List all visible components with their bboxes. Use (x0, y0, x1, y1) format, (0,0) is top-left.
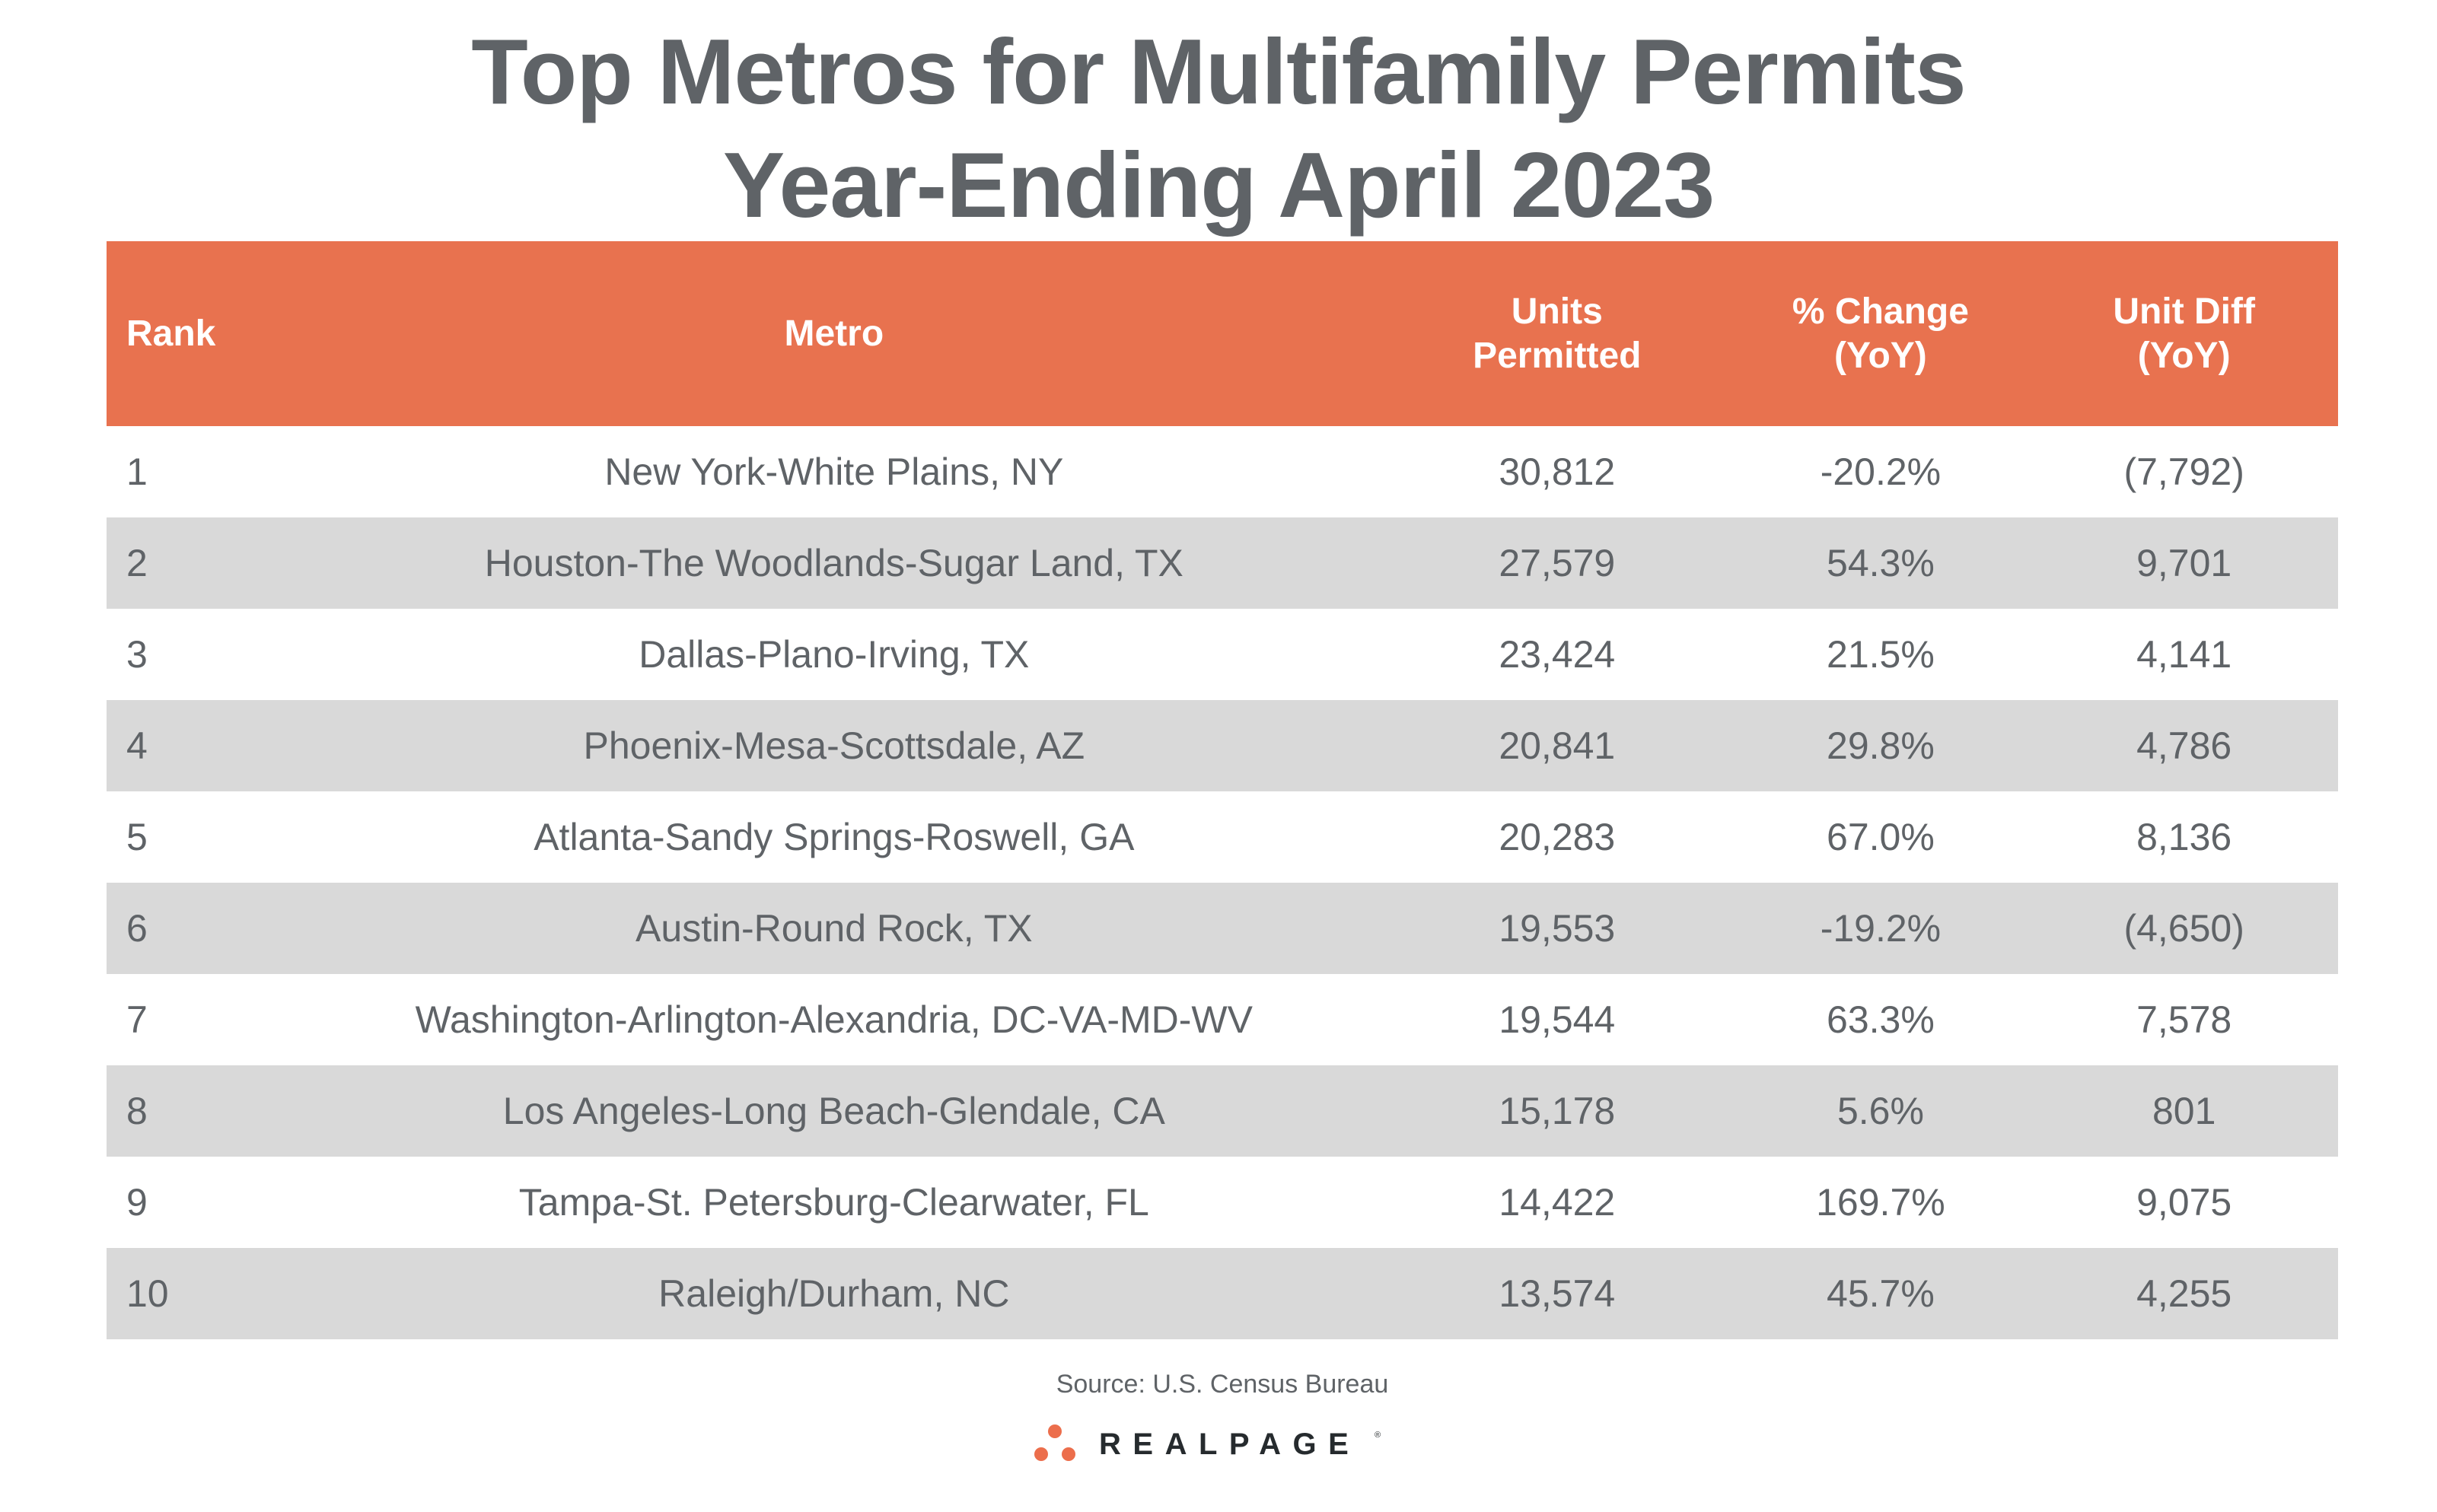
svg-text:®: ® (1375, 1431, 1381, 1440)
svg-text:REALPAGE: REALPAGE (1099, 1428, 1360, 1461)
